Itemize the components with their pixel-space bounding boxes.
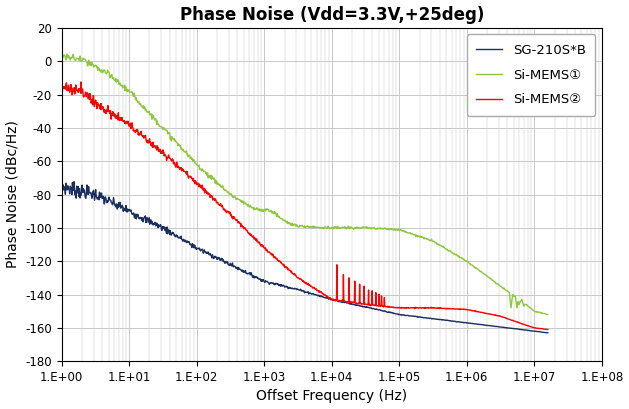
Si-MEMS②	[58, 79, 66, 83]
Si-MEMS②	[269, 252, 277, 257]
Si-MEMS②	[543, 327, 551, 332]
Si-MEMS①	[544, 312, 552, 317]
Si-MEMS①	[185, 153, 192, 158]
SG-210S*B	[265, 282, 273, 287]
Title: Phase Noise (Vdd=3.3V,+25deg): Phase Noise (Vdd=3.3V,+25deg)	[179, 6, 484, 24]
Si-MEMS①	[478, 270, 486, 274]
Si-MEMS②	[544, 327, 552, 332]
X-axis label: Offset Frequency (Hz): Offset Frequency (Hz)	[256, 389, 407, 403]
Line: Si-MEMS①: Si-MEMS①	[62, 54, 548, 315]
Legend: SG-210S*B, Si-MEMS①, Si-MEMS②: SG-210S*B, Si-MEMS①, Si-MEMS②	[467, 34, 595, 116]
Si-MEMS①	[58, 54, 65, 59]
Si-MEMS①	[543, 312, 551, 317]
Si-MEMS①	[425, 237, 432, 242]
SG-210S*B	[58, 177, 65, 182]
SG-210S*B	[544, 330, 552, 335]
SG-210S*B	[543, 330, 551, 335]
SG-210S*B	[477, 322, 485, 327]
SG-210S*B	[111, 202, 118, 207]
Y-axis label: Phase Noise (dBc/Hz): Phase Noise (dBc/Hz)	[6, 121, 19, 268]
Line: SG-210S*B: SG-210S*B	[62, 179, 548, 333]
Si-MEMS②	[324, 294, 331, 299]
Si-MEMS②	[140, 134, 148, 139]
SG-210S*B	[404, 313, 411, 318]
Si-MEMS①	[64, 52, 71, 56]
Si-MEMS②	[314, 288, 321, 293]
Si-MEMS②	[123, 121, 130, 126]
Si-MEMS②	[222, 208, 230, 213]
Si-MEMS①	[111, 78, 119, 83]
Si-MEMS①	[404, 231, 412, 236]
SG-210S*B	[424, 316, 431, 321]
SG-210S*B	[184, 240, 192, 245]
Line: Si-MEMS②: Si-MEMS②	[62, 81, 548, 330]
Si-MEMS②	[58, 81, 65, 86]
Si-MEMS①	[266, 209, 274, 214]
